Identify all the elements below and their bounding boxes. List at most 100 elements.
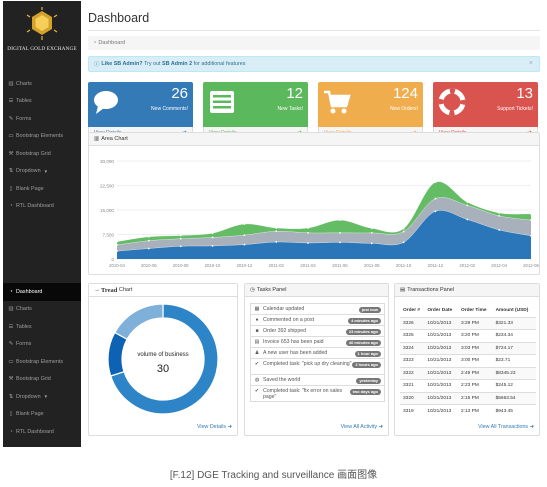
donut-slice-3[interactable] bbox=[113, 303, 164, 341]
sidebar-item-bootstrap-elements[interactable]: ▭ Bootstrap Elements bbox=[3, 128, 81, 146]
main-content: Dashboard ◔ Dashboard ⓘ Like SB Admin? T… bbox=[86, 0, 544, 450]
breadcrumb-current[interactable]: Dashboard bbox=[98, 40, 126, 46]
sidebar-item-label: Tables bbox=[16, 323, 32, 330]
transactions-table: Order # Order Date Order Time Amount (USD) … bbox=[400, 304, 536, 417]
stat-card-comments: 26 New Comments! bbox=[88, 82, 193, 127]
bar-chart-icon: ▥ bbox=[8, 306, 14, 313]
x-tick-label: 2011-04 bbox=[300, 263, 316, 268]
sidebar-item-forms[interactable]: ✎ Forms bbox=[3, 110, 81, 128]
sidebar-item-tables[interactable]: ☰ Tables bbox=[3, 318, 81, 336]
table-row[interactable]: 3325 10/21/2013 3:20 PM $234.34 bbox=[400, 329, 536, 342]
x-tick-label: 2010-12 bbox=[236, 263, 252, 268]
alert-middle: Try out bbox=[142, 61, 163, 67]
y-tick-label: 22,500 bbox=[100, 183, 114, 188]
table-column-header[interactable]: Order # bbox=[400, 304, 425, 318]
task-text: Invoice 653 has been paid bbox=[263, 339, 324, 345]
y-tick-label: 0 bbox=[111, 257, 114, 262]
sidebar-item-bootstrap-grid[interactable]: ⚒ Bootstrap Grid bbox=[3, 371, 81, 389]
data-point bbox=[116, 244, 118, 246]
data-point bbox=[147, 247, 150, 250]
table-cell: 3:29 PM bbox=[458, 316, 493, 330]
data-point bbox=[402, 241, 405, 244]
data-point bbox=[498, 229, 501, 231]
data-point bbox=[434, 210, 437, 213]
x-tick-label: 2011-10 bbox=[396, 263, 412, 268]
task-list-item[interactable]: ✔ Completed task: "fix error on sales pag… bbox=[250, 385, 385, 402]
sidebar-item-blank-page[interactable]: ▯ Blank Page bbox=[3, 406, 81, 424]
table-cell: 2:15 PM bbox=[458, 391, 493, 405]
data-point bbox=[211, 232, 214, 235]
info-icon: ⓘ bbox=[94, 62, 100, 68]
table-column-header[interactable]: Order Time bbox=[458, 304, 493, 318]
table-cell: 2:23 PM bbox=[458, 379, 493, 392]
view-all-transactions-link-label: View All Transactions bbox=[478, 424, 529, 430]
sidebar-item-charts[interactable]: ▥ Charts bbox=[3, 75, 81, 93]
sidebar-item-bootstrap-grid[interactable]: ⚒ Bootstrap Grid bbox=[3, 145, 81, 163]
x-tick-label: 2011-08 bbox=[364, 263, 380, 268]
sidebar-item-dropdown[interactable]: ⇅ Dropdown ▼ bbox=[3, 388, 81, 406]
donut-slice-1[interactable] bbox=[109, 303, 219, 415]
y-tick-label: 30,000 bbox=[100, 159, 114, 164]
table-column-header[interactable]: Amount (USD) bbox=[492, 304, 536, 318]
table-header-row: Order # Order Date Order Time Amount (USD) bbox=[400, 304, 536, 318]
table-cell: 10/21/2013 bbox=[424, 329, 459, 342]
sidebar-item-dashboard[interactable]: ◔ Dashboard bbox=[3, 283, 81, 301]
view-all-transactions-link[interactable]: View All Transactions ➜ bbox=[478, 424, 534, 430]
money-icon: ▤ bbox=[400, 287, 406, 293]
table-row[interactable]: 3321 10/21/2013 2:23 PM $245.12 bbox=[400, 379, 536, 392]
sidebar-item-charts[interactable]: ▥ Charts bbox=[3, 301, 81, 319]
sidebar-item-bootstrap-elements[interactable]: ▭ Bootstrap Elements bbox=[3, 353, 81, 371]
file-icon: ▯ bbox=[9, 185, 13, 192]
table-cell: $724.17 bbox=[492, 341, 536, 355]
table-row[interactable]: 3324 10/21/2013 3:03 PM $724.17 bbox=[400, 341, 536, 355]
x-tick-label: 2010-10 bbox=[205, 263, 221, 268]
data-point bbox=[307, 227, 309, 229]
sidebar-item-tables[interactable]: ☰ Tables bbox=[3, 93, 81, 111]
y-tick-label: 15,000 bbox=[100, 208, 114, 213]
table-row[interactable]: 3322 10/21/2013 2:49 PM $8345.23 bbox=[400, 366, 536, 380]
data-point bbox=[243, 234, 246, 237]
task-text: Calendar updated bbox=[263, 306, 305, 312]
sidebar-item-dropdown[interactable]: ⇅ Dropdown ▼ bbox=[3, 163, 81, 181]
alert-product-link[interactable]: SB Admin 2 bbox=[162, 61, 193, 67]
task-list: ▦ Calendar updated just now ● Commented on a… bbox=[250, 303, 385, 402]
stat-label: Support Tickets! bbox=[497, 106, 533, 112]
check-icon: ✔ bbox=[254, 361, 260, 367]
page-title: Dashboard bbox=[88, 11, 150, 25]
view-all-activity-link[interactable]: View All Activity ➜ bbox=[341, 424, 383, 430]
tasks-panel: ◷ Tasks Panel ▦ Calendar updated just now ●… bbox=[244, 283, 389, 436]
panel-title: Transactions Panel bbox=[407, 287, 455, 293]
sidebar-item-label: Bootstrap Elements bbox=[16, 133, 64, 140]
table-row[interactable]: 3319 10/21/2013 2:13 PM $943.45 bbox=[400, 404, 536, 417]
money-icon: ▤ bbox=[254, 339, 260, 345]
data-point bbox=[402, 227, 405, 230]
view-details-link[interactable]: View Details ➜ bbox=[197, 424, 232, 430]
globe-icon: ◍ bbox=[254, 377, 260, 383]
table-row[interactable]: 3320 10/21/2013 2:15 PM $5663.54 bbox=[400, 391, 536, 405]
x-tick-label: 2010-04 bbox=[109, 263, 125, 268]
task-list-item[interactable]: ✔ Completed task: "pick up dry cleaning" 2… bbox=[250, 358, 385, 375]
table-row[interactable]: 3323 10/21/2013 3:00 PM $23.71 bbox=[400, 354, 536, 367]
y-tick-label: 7,500 bbox=[103, 232, 115, 237]
data-point bbox=[275, 241, 278, 243]
table-cell: $8345.23 bbox=[492, 366, 536, 380]
sidebar-item-label: RTL Dashboard bbox=[16, 428, 54, 435]
data-point bbox=[307, 231, 309, 234]
data-point bbox=[116, 240, 118, 243]
table-column-header[interactable]: Order Date bbox=[424, 304, 459, 318]
task-text: Completed task: "pick up dry cleaning" bbox=[263, 361, 352, 367]
brand-logo[interactable]: DIGITAL GOLD EXCHANGE bbox=[3, 1, 81, 63]
sidebar-item-blank-page[interactable]: ▯ Blank Page bbox=[3, 180, 81, 198]
data-point bbox=[370, 242, 373, 245]
data-point bbox=[179, 245, 182, 248]
table-cell: 3:00 PM bbox=[458, 354, 493, 367]
alert-close-button[interactable]: × bbox=[528, 60, 533, 67]
sidebar-item-rtl-dashboard[interactable]: ◔ RTL Dashboard bbox=[3, 423, 81, 441]
panel-heading: ▤ Transactions Panel bbox=[395, 284, 539, 297]
stat-label: New Orders! bbox=[389, 106, 418, 112]
sidebar-item-forms[interactable]: ✎ Forms bbox=[3, 336, 81, 354]
table-cell: $234.34 bbox=[492, 329, 536, 342]
table-row[interactable]: 3326 10/21/2013 3:29 PM $321.33 bbox=[400, 316, 536, 330]
data-point bbox=[339, 241, 341, 244]
sidebar-item-rtl-dashboard[interactable]: ◔ RTL Dashboard bbox=[3, 198, 81, 216]
